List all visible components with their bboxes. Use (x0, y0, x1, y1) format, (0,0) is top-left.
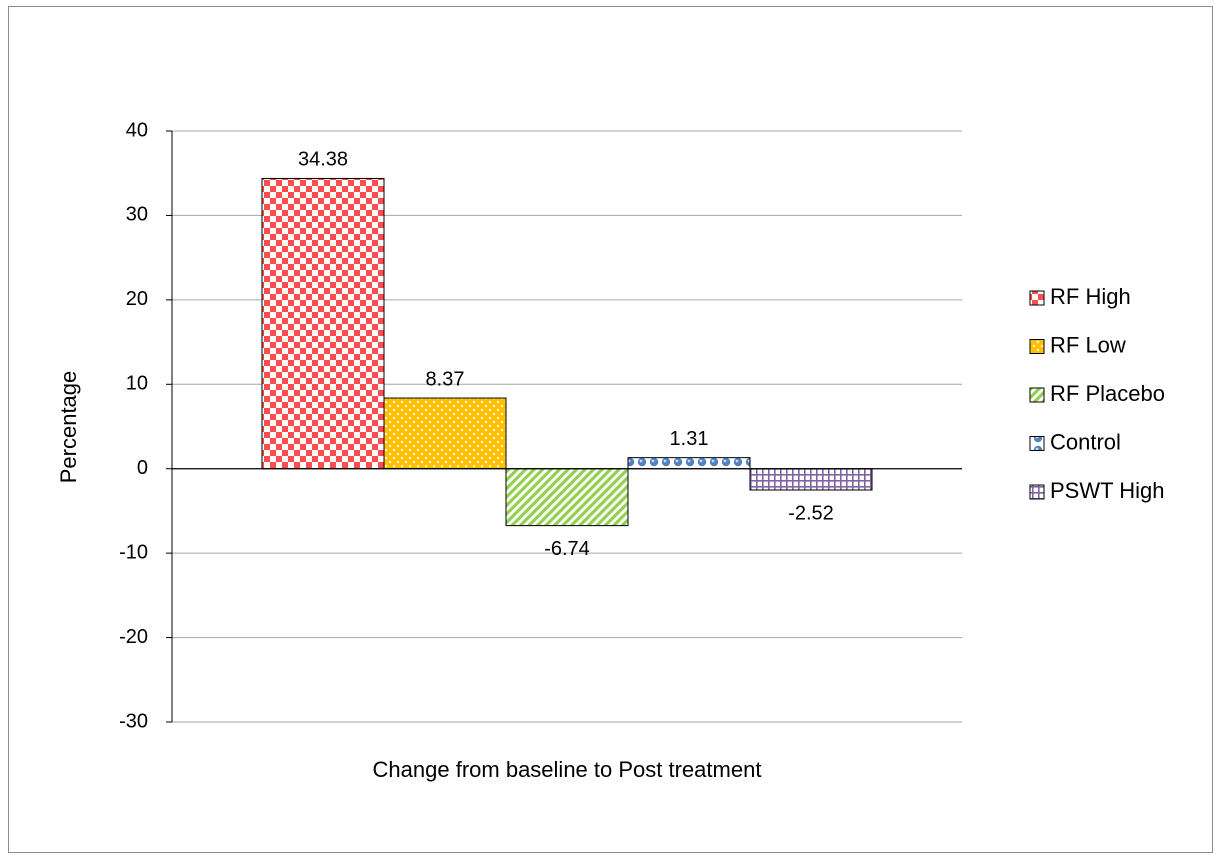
bar-pswt-high (749, 468, 873, 491)
y-tick-label: 20 (126, 288, 148, 310)
legend-label: RF Placebo (1050, 381, 1165, 406)
bars (261, 177, 873, 527)
y-tick-label: 10 (126, 373, 148, 395)
y-tick-label: -20 (119, 626, 148, 648)
legend-swatch (1029, 290, 1045, 306)
bar-rf-high (261, 177, 385, 470)
data-label: 1.31 (670, 428, 709, 450)
y-axis-ticks: 40 30 20 10 0 -10 -20 -30 (119, 119, 172, 732)
data-label: 34.38 (298, 149, 348, 171)
y-axis-title: Percentage (56, 371, 81, 484)
data-label: 8.37 (426, 368, 465, 390)
data-labels: 34.38 8.37 -6.74 1.31 -2.52 (298, 149, 834, 560)
chart-frame (8, 6, 1213, 853)
bar-rf-low (383, 397, 507, 470)
legend-item: Control (1029, 429, 1121, 454)
bar-control (627, 457, 751, 470)
legend-item: RF High (1029, 284, 1131, 309)
legend-swatch (1029, 436, 1045, 451)
y-tick-label: -10 (119, 541, 148, 563)
y-tick-label: -30 (119, 710, 148, 732)
legend-label: PSWT High (1050, 478, 1165, 503)
legend-label: Control (1050, 429, 1121, 454)
bar-rf-placebo (505, 468, 629, 527)
data-label: -6.74 (544, 538, 590, 560)
legend-item: RF Low (1029, 332, 1126, 357)
legend-swatch (1029, 484, 1045, 500)
legend-label: RF Low (1050, 332, 1126, 357)
data-label: -2.52 (788, 502, 834, 524)
legend-swatch (1029, 387, 1045, 403)
legend: RF High RF Low RF Placebo Control PSWT High (1029, 284, 1165, 503)
y-tick-label: 40 (126, 119, 148, 141)
legend-item: PSWT High (1029, 478, 1165, 503)
x-axis-title: Change from baseline to Post treatment (373, 757, 762, 782)
y-tick-label: 0 (137, 457, 148, 479)
y-tick-label: 30 (126, 204, 148, 226)
legend-item: RF Placebo (1029, 381, 1165, 406)
legend-swatch (1029, 339, 1045, 354)
legend-label: RF High (1050, 284, 1131, 309)
